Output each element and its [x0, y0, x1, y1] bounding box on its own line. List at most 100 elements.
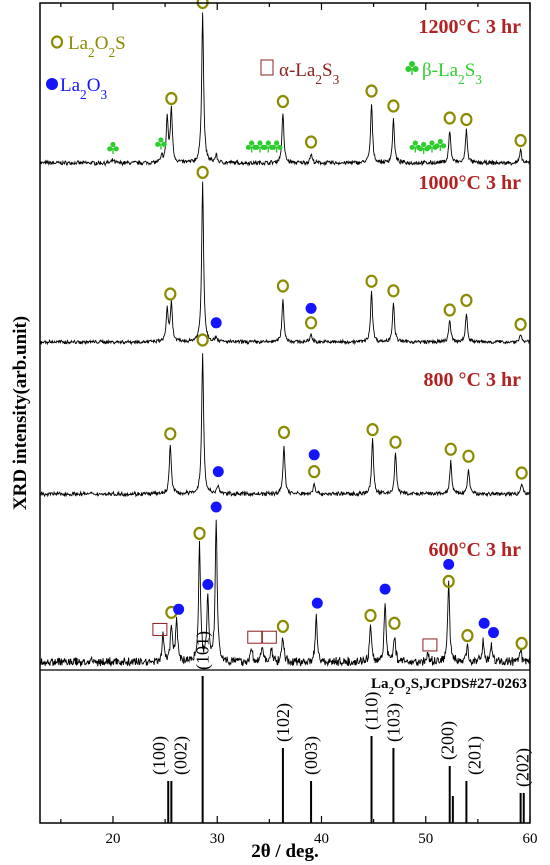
beta-leaf	[421, 141, 427, 148]
beta-leaf	[245, 144, 252, 150]
beta-la2s3-marker	[155, 137, 167, 150]
la2o2s-marker	[164, 427, 177, 441]
la2o3-marker	[305, 302, 317, 314]
beta-leaf	[161, 141, 167, 147]
hkl-label: (002)	[170, 736, 191, 775]
x-axis-label: 2θ / deg.	[251, 841, 318, 862]
temperature-label: 1200°C 3 hr	[419, 16, 522, 38]
beta-leaf	[429, 140, 435, 146]
beta-leaf	[113, 146, 119, 152]
beta-leaf	[437, 138, 443, 145]
la2o3-marker	[308, 449, 320, 461]
beta-leaf	[426, 144, 432, 150]
x-tick-label: 30	[210, 831, 225, 847]
la2o2s-marker	[462, 449, 475, 463]
beta-la2s3-marker	[107, 141, 119, 154]
la2o2s-marker	[304, 316, 318, 330]
la2o2s-marker	[387, 284, 400, 298]
hkl-label: (003)	[301, 736, 322, 775]
beta-leaf	[262, 144, 268, 150]
alpha-la2s3-marker	[261, 630, 277, 644]
alpha-la2s3-marker	[152, 622, 168, 636]
beta-leaf	[277, 144, 283, 150]
pattern-3: 800 °C 3 hr	[39, 353, 531, 498]
x-tick-label: 50	[418, 831, 433, 847]
la2o3-marker	[173, 603, 185, 615]
pattern-2: 1000°C 3 hr	[39, 172, 531, 346]
la2o2s-marker	[443, 303, 456, 317]
la2o2s-marker	[387, 99, 400, 113]
beta-legend-leaf	[409, 61, 415, 67]
la2o2s-marker	[164, 287, 177, 301]
la2o2s-marker	[196, 165, 209, 179]
xrd-pattern-line	[39, 12, 531, 167]
la2o2s-marker	[388, 616, 401, 630]
beta-leaf	[107, 146, 113, 152]
beta-leaf	[270, 144, 277, 150]
la2o2s-marker	[276, 279, 290, 293]
hkl-label: (102)	[273, 703, 294, 742]
beta-leaf	[158, 137, 164, 143]
pattern-4: 600°C 3 hr	[39, 519, 531, 667]
beta-leaf	[257, 140, 263, 146]
la2o2s-marker	[460, 293, 473, 307]
pattern-1: 1200°C 3 hr	[39, 12, 531, 167]
alpha-la2s3-marker	[247, 630, 263, 644]
la2o2s-marker	[443, 111, 456, 125]
la2o2s-marker	[515, 636, 528, 651]
beta-leaf	[440, 143, 447, 149]
la2o3-marker	[488, 627, 500, 639]
beta-legend-leaf	[405, 66, 412, 72]
la2o2s-marker	[461, 629, 474, 643]
la2o2s-marker	[277, 425, 291, 439]
beta-legend-leaf	[412, 66, 419, 72]
la2o2s-marker	[514, 133, 527, 148]
hkl-label: (200)	[438, 721, 459, 760]
la2o2s-marker	[460, 112, 473, 127]
beta-leaf	[254, 144, 260, 150]
la2o3-marker	[443, 558, 455, 570]
la2o2s-marker	[276, 94, 290, 109]
beta-la2s3-marker	[417, 141, 430, 154]
beta-leaf	[265, 140, 271, 146]
la2o2s-marker	[196, 333, 209, 347]
xrd-pattern-line	[39, 181, 531, 346]
beta-leaf	[412, 140, 418, 146]
la2o2s-marker	[515, 466, 528, 480]
beta-leaf	[417, 146, 424, 152]
xrd-pattern-line	[39, 519, 531, 667]
la2o2s-marker	[514, 317, 527, 331]
hkl-label: (103)	[383, 703, 404, 742]
la2o3-marker	[379, 583, 391, 595]
x-tick-label: 40	[314, 831, 329, 847]
la2o2s-marker	[364, 608, 377, 623]
plot-area: 1200°C 3 hr 1000°C 3 hr 800 °C 3 hr 600°C 3…	[39, 0, 534, 823]
la2o2s-marker	[276, 619, 290, 633]
beta-leaf	[155, 141, 161, 147]
la2o2s-marker	[304, 135, 318, 149]
temperature-label: 600°C 3 hr	[429, 539, 522, 561]
x-tick-label: 60	[523, 831, 538, 847]
plot-frame	[39, 2, 531, 824]
la2o2s-marker	[165, 91, 178, 106]
la2o3-legend-symbol	[46, 78, 58, 90]
beta-leaf	[409, 144, 415, 150]
la2o2s-marker	[366, 423, 379, 437]
beta-leaf	[249, 140, 255, 146]
beta-leaf	[434, 143, 440, 149]
la2o2s-marker	[365, 274, 378, 288]
x-tick-label: 20	[105, 831, 120, 847]
la2o2s-marker	[389, 435, 402, 449]
beta-la2s3-marker	[270, 140, 283, 153]
la2o2s-marker	[442, 574, 455, 589]
alpha-la2s3-marker	[422, 638, 438, 652]
reference-title: La2O2S,JCPDS#27-0263	[371, 676, 527, 697]
la2o3-marker	[311, 597, 323, 609]
la2o2s-marker	[365, 84, 378, 98]
hkl-label: (201)	[464, 736, 485, 775]
hkl-label: (110)	[362, 692, 383, 730]
la2o3-marker	[478, 617, 490, 629]
la2o2s-legend-symbol	[50, 35, 64, 49]
xrd-pattern-line	[39, 353, 531, 498]
